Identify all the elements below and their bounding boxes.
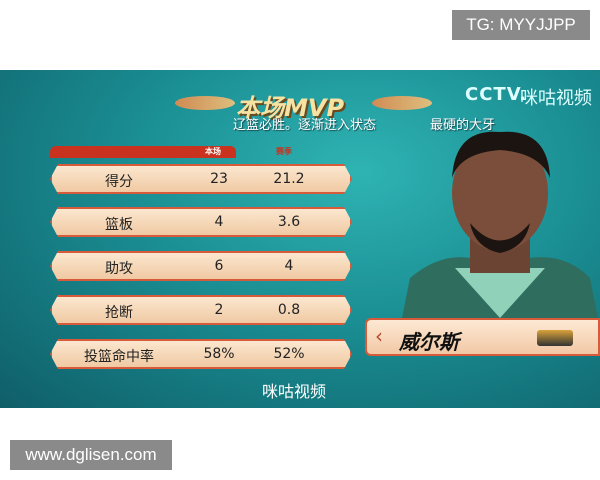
stat-row: 篮板 4 3.6 xyxy=(50,207,352,237)
subtitle: 辽篮必胜。逐渐进入状态 xyxy=(233,118,377,133)
column-header-bar: 本场 xyxy=(50,146,236,158)
mvp-graphic: 本场MVP 辽篮必胜。逐渐进入状态 最硬的大牙 CCTV. 咪咕视频 本场 赛季… xyxy=(0,70,600,408)
header-game: 本场 xyxy=(205,147,221,156)
stat-game: 2 xyxy=(214,302,224,318)
watermark-top: TG: MYYJJPP xyxy=(452,10,590,40)
header-season: 赛季 xyxy=(276,147,292,156)
stat-label: 助攻 xyxy=(105,261,133,277)
watermark-bottom: www.dglisen.com xyxy=(10,440,172,470)
stat-game: 4 xyxy=(214,214,224,230)
player-name: 威尔斯 xyxy=(399,330,459,354)
stat-season: 0.8 xyxy=(277,302,301,318)
stat-row: 抢断 2 0.8 xyxy=(50,295,352,325)
stat-row: 得分 23 21.2 xyxy=(50,164,352,194)
stat-season: 4 xyxy=(284,258,294,274)
title: 本场MVP xyxy=(236,94,345,122)
stat-row: 投篮命中率 58% 52% xyxy=(50,339,352,369)
cctv-logo: CCTV. xyxy=(465,84,528,105)
stat-season: 21.2 xyxy=(273,171,305,187)
migu-logo: 咪咕视频 xyxy=(520,88,592,109)
stat-game: 58% xyxy=(203,346,235,362)
stat-season: 3.6 xyxy=(277,214,301,230)
chevron-left-icon: ‹ xyxy=(375,324,383,348)
player-photo xyxy=(400,131,600,328)
footer-migu-logo: 咪咕视频 xyxy=(262,382,327,401)
cloud-ornament-right xyxy=(372,96,432,110)
stat-game: 6 xyxy=(214,258,224,274)
cloud-ornament-left xyxy=(175,96,235,110)
stat-season: 52% xyxy=(273,346,305,362)
player-nameplate: ‹ 威尔斯 xyxy=(365,318,600,356)
subtitle-nickname: 最硬的大牙 xyxy=(430,118,496,133)
stat-row: 助攻 6 4 xyxy=(50,251,352,281)
stat-label: 投篮命中率 xyxy=(84,349,154,365)
team-logo xyxy=(537,330,573,346)
stat-label: 抢断 xyxy=(105,305,133,321)
stat-label: 得分 xyxy=(105,174,133,190)
stat-game: 23 xyxy=(210,171,228,187)
stat-label: 篮板 xyxy=(105,217,133,233)
